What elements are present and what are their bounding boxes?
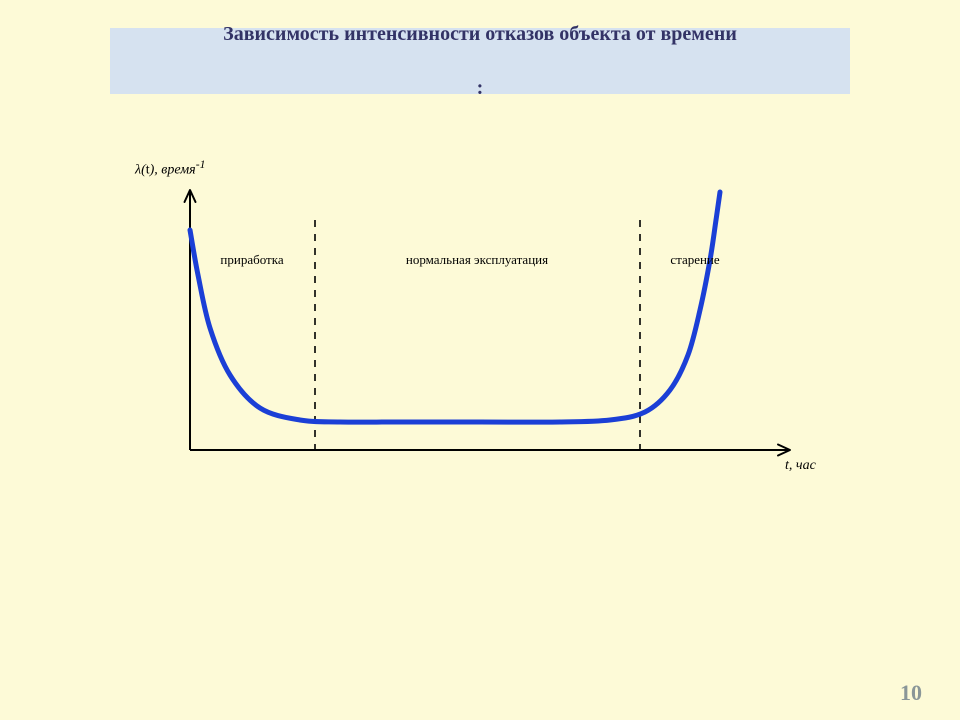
title-line2: : — [110, 75, 850, 102]
x-axis-label: t, час — [785, 458, 816, 474]
region-label-wearout: старение — [670, 252, 719, 268]
y-axis-label-exp: -1 — [196, 158, 206, 171]
y-axis-label-unitbase: время — [161, 163, 195, 178]
region-label-burnin: приработка — [220, 252, 283, 268]
region-label-normal: нормальная эксплуатация — [406, 252, 548, 268]
chart-svg — [140, 160, 840, 490]
title-banner: Зависимость интенсивности отказов объект… — [110, 28, 850, 94]
y-axis-label: λ(t), время-1 — [135, 158, 205, 179]
y-axis-label-prefix: λ( — [135, 163, 146, 178]
page-number: 10 — [900, 680, 922, 706]
title-line1: Зависимость интенсивности отказов объект… — [110, 21, 850, 48]
slide: Зависимость интенсивности отказов объект… — [0, 0, 960, 720]
y-axis-label-mid: ), — [150, 163, 162, 178]
chart: λ(t), время-1 t, час приработка нормальн… — [140, 160, 840, 490]
